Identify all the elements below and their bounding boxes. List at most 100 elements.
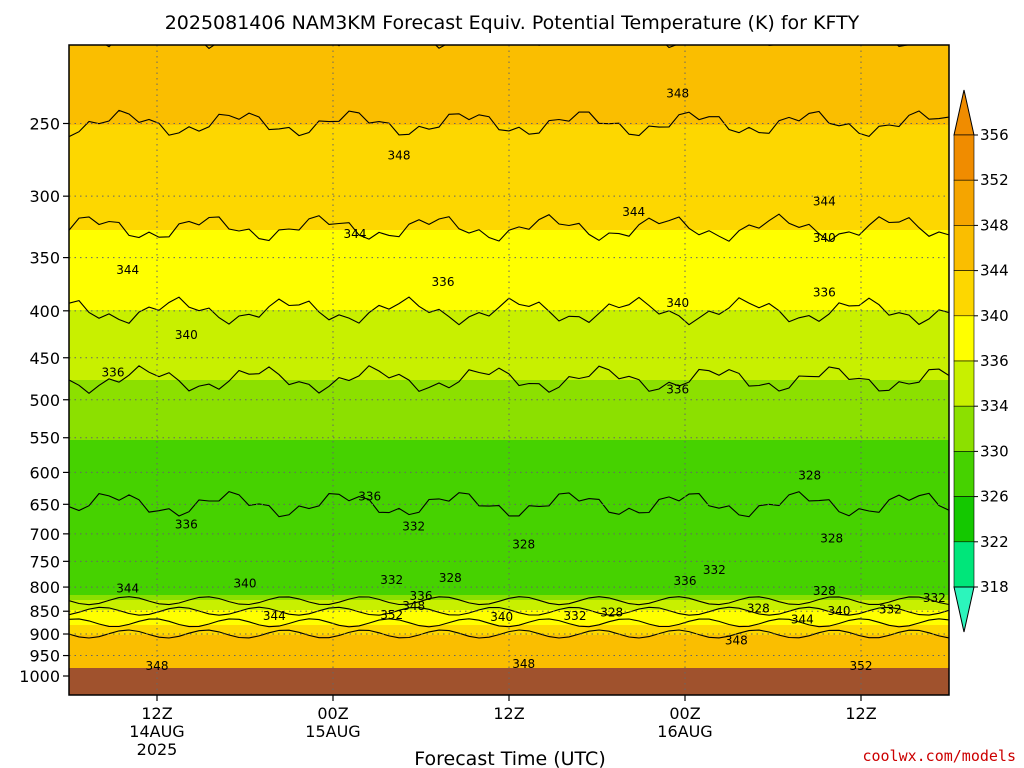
contour-line [69, 490, 949, 518]
colorbar-tick-label: 318 [980, 578, 1009, 596]
y-tick-label: 850 [29, 602, 60, 621]
contour-label: 348 [388, 149, 411, 163]
band [69, 415, 949, 421]
contour-label: 336 [813, 285, 836, 299]
contour-label: 332 [703, 563, 726, 577]
colorbar-tick-label: 326 [980, 488, 1009, 506]
band [69, 140, 949, 146]
colorbar-tick-label: 344 [980, 262, 1009, 280]
band [69, 465, 949, 471]
x-axis-label: Forecast Time (UTC) [414, 748, 605, 768]
band [69, 310, 949, 316]
band [69, 430, 949, 436]
contour-label: 336 [410, 589, 433, 603]
band [69, 575, 949, 581]
band [69, 580, 949, 586]
y-tick-label: 300 [29, 187, 60, 206]
band [69, 265, 949, 271]
band [69, 135, 949, 141]
band [69, 540, 949, 546]
y-axis: 250 300 350 400 450 500 550 600 650 700 750 800 850 9… [19, 115, 69, 686]
colorbar-swatch [953, 405, 975, 452]
band [69, 545, 949, 551]
colorbar-swatch [953, 315, 975, 362]
band [69, 420, 949, 426]
band [69, 550, 949, 556]
chart-title: 2025081406 NAM3KM Forecast Equiv. Potent… [165, 12, 860, 34]
band [69, 425, 949, 431]
band [69, 220, 949, 226]
y-tick-label: 800 [29, 578, 60, 597]
y-tick-label: 450 [29, 349, 60, 368]
contour-label: 340 [234, 577, 257, 591]
x-tick-label: 12Z [493, 704, 524, 723]
y-tick-label: 650 [29, 495, 60, 514]
band [69, 570, 949, 576]
gridlines [69, 45, 949, 695]
band [69, 625, 949, 631]
band [69, 330, 949, 336]
y-tick-label: 900 [29, 625, 60, 644]
band [69, 630, 949, 636]
colorbar-tick-label: 340 [980, 307, 1009, 325]
contour-label: 328 [820, 531, 843, 545]
contour-label: 352 [850, 659, 873, 673]
contour-line [69, 365, 949, 395]
contour-label: 340 [490, 610, 513, 624]
credit-text: coolwx.com/models [862, 747, 1016, 765]
band [69, 80, 949, 86]
band [69, 215, 949, 221]
y-tick-label: 400 [29, 302, 60, 321]
contour-label: 348 [146, 659, 169, 673]
contour-label: 336 [358, 489, 381, 503]
colorbar-swatch [953, 225, 975, 271]
band [69, 100, 949, 106]
band [69, 250, 949, 256]
colorbar-tick-label: 356 [980, 126, 1009, 144]
contour-label: 340 [828, 604, 851, 618]
band [69, 195, 949, 201]
band [69, 515, 949, 521]
contour-line [69, 618, 949, 628]
band [69, 365, 949, 371]
y-tick-label: 250 [29, 115, 60, 134]
colorbar-swatch [953, 179, 975, 226]
band [69, 325, 949, 331]
contour-label: 348 [725, 634, 748, 648]
contour-line [69, 109, 949, 138]
band [69, 530, 949, 536]
contour-line [69, 213, 949, 242]
contour-label: 328 [600, 606, 623, 620]
band [69, 105, 949, 111]
y-tick-label: 500 [29, 391, 60, 410]
colorbar: 356 352 348 344 340 336 334 330 326 322 318 [953, 89, 1009, 633]
contour-label: 328 [813, 584, 836, 598]
band [69, 155, 949, 161]
band [69, 485, 949, 491]
band [69, 380, 949, 386]
band [69, 525, 949, 531]
contour-label: 348 [512, 657, 535, 671]
contour-label: 336 [674, 574, 697, 588]
y-tick-label: 1000 [19, 667, 60, 686]
band [69, 600, 949, 606]
band [69, 660, 949, 666]
contour-label: 332 [380, 573, 403, 587]
band [69, 460, 949, 466]
band [69, 585, 949, 591]
colorbar-swatch [953, 451, 975, 497]
band [69, 440, 949, 446]
colorbar-bottom-arrow [953, 586, 975, 633]
band [69, 535, 949, 541]
y-tick-label: 600 [29, 463, 60, 482]
colorbar-tick-label: 330 [980, 442, 1009, 460]
x-tick-label: 12Z [141, 704, 172, 723]
colorbar-swatch [953, 360, 975, 407]
colorbar-tick-label: 336 [980, 352, 1009, 370]
band [69, 410, 949, 416]
band [69, 50, 949, 56]
